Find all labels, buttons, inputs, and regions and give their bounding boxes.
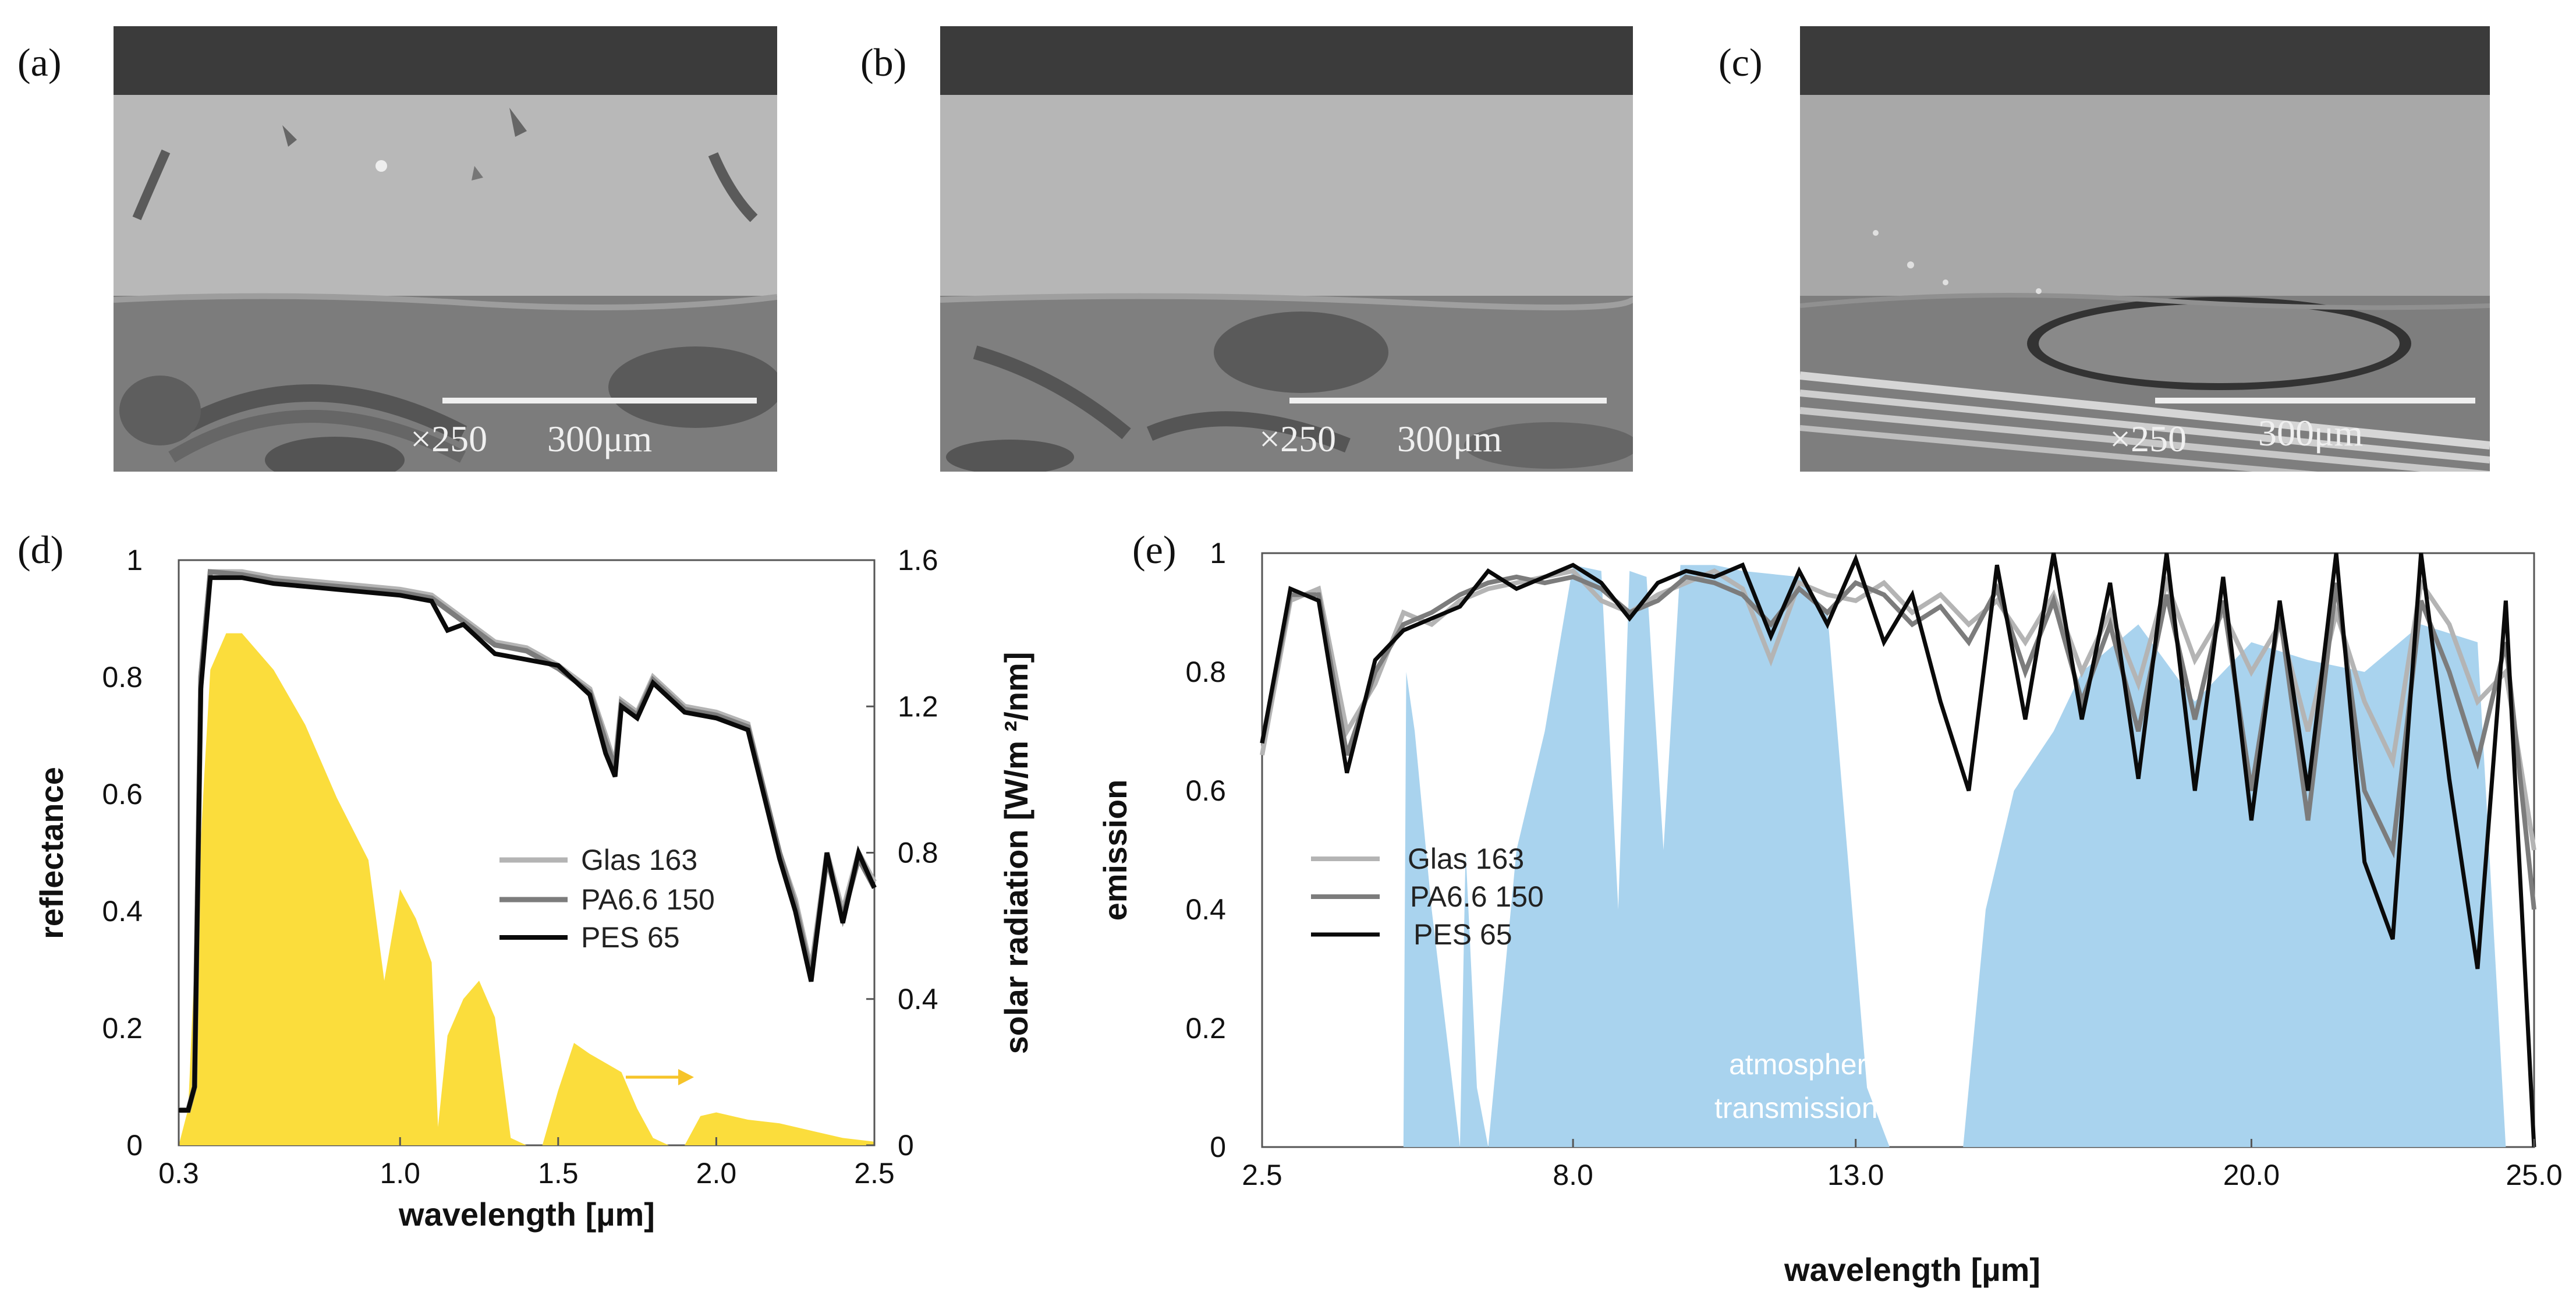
panel-label-c: (c) [1718, 40, 1763, 84]
chart-e-annotation-line1: atmospheric [1729, 1048, 1887, 1081]
chart-d-xtick-label: 0.3 [158, 1157, 199, 1190]
chart-e-ytick-label: 0.8 [1185, 656, 1226, 688]
chart-d-ytick-label: 0.8 [102, 661, 143, 693]
legend-e-glas: Glas 163 [1408, 843, 1524, 875]
sem-image-c: ×250 300μm [1800, 26, 2490, 472]
sem-mag-b: ×250 [1259, 418, 1337, 459]
scale-bar-b [1289, 398, 1607, 404]
chart-d-y2tick-label: 0 [898, 1129, 914, 1162]
chart-e-ytick-label: 0 [1210, 1131, 1226, 1163]
chart-d-ytick-label: 1 [126, 544, 143, 576]
chart-d-ylabel: reflectance [33, 767, 70, 939]
scale-bar-a [442, 398, 757, 404]
legend-e-pes: PES 65 [1413, 918, 1512, 951]
chart-d-y2label: solar radiation [W/m ²/nm] [998, 652, 1034, 1054]
chart-d-xlabel: wavelength [µm] [398, 1196, 655, 1233]
sem-scale-label-b: 300μm [1397, 418, 1503, 459]
chart-e-xtick-label: 25.0 [2506, 1159, 2562, 1191]
chart-d-xtick-label: 2.0 [696, 1157, 737, 1190]
chart-e-ytick-label: 1 [1210, 537, 1226, 569]
sem-micrograph-c [1800, 26, 2490, 472]
sem-mag-a: ×250 [410, 418, 488, 459]
solar-arrow [626, 1069, 694, 1085]
chart-e-atm-area [1262, 565, 2534, 1147]
legend-d-pa: PA6.6 150 [581, 883, 715, 916]
chart-d-xtick-label: 2.5 [854, 1157, 895, 1190]
chart-e-ytick-label: 0.4 [1185, 893, 1226, 926]
chart-d-xtick-label: 1.5 [538, 1157, 579, 1190]
chart-e-xtick-label: 2.5 [1242, 1159, 1282, 1191]
chart-d-y2tick-label: 1.2 [898, 690, 938, 723]
panel-label-e: (e) [1132, 528, 1177, 572]
chart-e-xtick-label: 13.0 [1827, 1159, 1884, 1191]
chart-d-xtick-label: 1.0 [380, 1157, 420, 1190]
panel-label-a: (a) [17, 40, 62, 84]
chart-e-legend: Glas 163 PA6.6 150 PES 65 [1311, 843, 1544, 951]
chart-d-line-pes [179, 575, 877, 1113]
sem-scale-label-c: 300μm [2258, 412, 2364, 454]
chart-e-xlabel: wavelength [µm] [1784, 1251, 2040, 1288]
chart-e-annotation-line2: transmission [1714, 1092, 1878, 1124]
chart-d-y2tick-label: 0.8 [898, 837, 938, 869]
chart-d-y2tick-label: 1.6 [898, 544, 938, 576]
chart-d-y2tick-label: 0.4 [898, 983, 938, 1015]
chart-e-ylabel: emission [1097, 780, 1133, 921]
sem-mag-c: ×250 [2110, 418, 2187, 459]
legend-d-glas: Glas 163 [581, 844, 697, 876]
legend-d-pes: PES 65 [581, 921, 680, 954]
sem-image-a: ×250 300μm [114, 26, 777, 472]
chart-d-ytick-label: 0.6 [102, 778, 143, 811]
chart-d-ytick-label: 0.4 [102, 895, 143, 928]
chart-e-ytick-label: 0.2 [1185, 1012, 1226, 1045]
scale-bar-c [2155, 398, 2475, 404]
sem-micrograph-b [940, 26, 1633, 472]
legend-e-pa: PA6.6 150 [1410, 880, 1544, 913]
chart-e-line-pes [1260, 553, 2536, 1148]
chart-d-ytick-label: 0 [126, 1129, 143, 1162]
chart-e-xtick-label: 20.0 [2223, 1159, 2280, 1191]
sem-scale-label-a: 300μm [547, 418, 653, 459]
sem-micrograph-a [114, 26, 777, 472]
sem-image-b: ×250 300μm [940, 26, 1633, 472]
chart-d-legend: Glas 163 PA6.6 150 PES 65 [499, 844, 715, 954]
chart-d-solar-area [179, 633, 874, 1145]
chart-e-xtick-label: 8.0 [1553, 1159, 1593, 1191]
chart-e-ytick-label: 0.6 [1185, 774, 1226, 807]
chart-d-ytick-label: 0.2 [102, 1012, 143, 1045]
panel-label-b: (b) [860, 40, 907, 84]
panel-label-d: (d) [17, 528, 64, 572]
